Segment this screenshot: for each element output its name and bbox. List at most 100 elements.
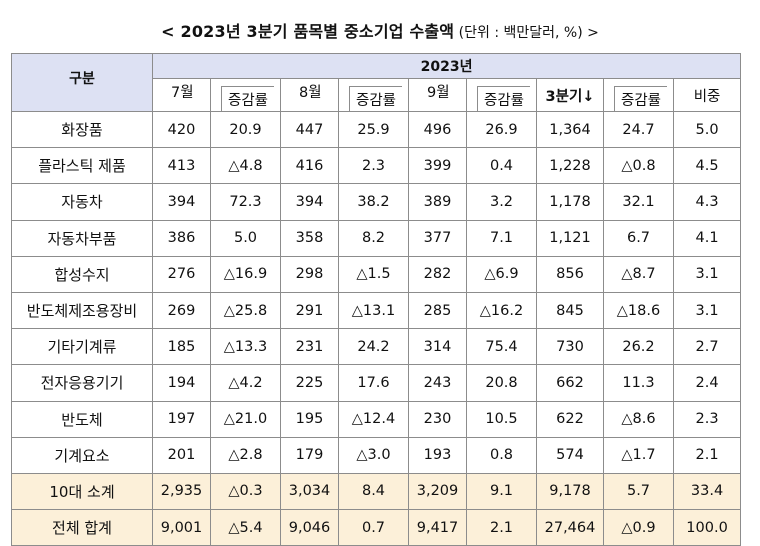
table-cell: 386 [152, 219, 211, 257]
table-cell: △8.7 [603, 255, 674, 293]
table-cell: 195 [280, 400, 339, 438]
table-cell: 291 [280, 291, 339, 330]
row-category: 화장품 [11, 110, 153, 149]
table-cell: 225 [280, 364, 339, 402]
table-cell: 201 [152, 436, 211, 474]
table-cell: 5.7 [603, 472, 674, 511]
table-cell: 26.9 [466, 110, 537, 149]
table-cell: △3.0 [338, 436, 409, 474]
header-share: 비중 [672, 78, 742, 112]
year-header: 2023년 [151, 53, 742, 79]
table-cell: 230 [408, 400, 467, 438]
table-cell: 3.1 [672, 291, 742, 330]
table-cell: 399 [408, 147, 467, 185]
table-cell: 622 [536, 400, 604, 438]
table-row: 기계요소 201 △2.8 179 △3.0 193 0.8 574 △1.7 2.1 [11, 436, 742, 474]
table-cell: 3,034 [280, 472, 339, 511]
table-row: 화장품 420 20.9 447 25.9 496 26.9 1,364 24.7 5.0 [11, 110, 742, 149]
table-cell: 72.3 [210, 183, 281, 221]
table-cell: 358 [280, 219, 339, 257]
table-cell: 231 [280, 328, 339, 366]
table-cell: 2.7 [672, 328, 742, 366]
table-cell: 20.9 [210, 110, 281, 149]
table-cell: △21.0 [210, 400, 281, 438]
table-cell: 420 [152, 110, 211, 149]
table-cell: 730 [536, 328, 604, 366]
table-cell: 1,228 [536, 147, 604, 185]
header-q3-sort[interactable]: 3분기↓ [536, 78, 604, 112]
table-cell: 0.8 [466, 436, 537, 474]
row-category: 기계요소 [11, 436, 153, 474]
table-cell: 377 [408, 219, 467, 257]
table-cell: 856 [536, 255, 604, 293]
table-cell: △16.2 [466, 291, 537, 330]
corner-header: 구분 [11, 53, 153, 112]
table-cell: △8.6 [603, 400, 674, 438]
table-cell: △5.4 [210, 509, 281, 546]
table-cell: 1,364 [536, 110, 604, 149]
table-cell: △4.8 [210, 147, 281, 185]
header-jul: 7월 [152, 78, 211, 112]
table-cell: △1.5 [338, 255, 409, 293]
table-row: 전체 합계 9,001 △5.4 9,046 0.7 9,417 2.1 27,464 △0.9… [11, 509, 742, 546]
table-cell: 662 [536, 364, 604, 402]
title-main: < 2023년 3분기 품목별 중소기업 수출액 [161, 22, 455, 41]
table-cell: 193 [408, 436, 467, 474]
table-cell: 9,001 [152, 509, 211, 546]
table-cell: 2.1 [466, 509, 537, 546]
table-cell: 11.3 [603, 364, 674, 402]
table-cell: 2.3 [672, 400, 742, 438]
table-cell: △0.8 [603, 147, 674, 185]
table-row: 반도체 197 △21.0 195 △12.4 230 10.5 622 △8.6 2.3 [11, 400, 742, 438]
title-unit: (단위 : 백만달러, %) > [454, 25, 599, 41]
table-cell: △0.9 [603, 509, 674, 546]
header-aug-rate: 증감률 [338, 78, 409, 112]
table-cell: 38.2 [338, 183, 409, 221]
table-cell: 17.6 [338, 364, 409, 402]
row-category: 플라스틱 제품 [11, 147, 153, 185]
header-sep-rate: 증감률 [466, 78, 537, 112]
table-cell: 10.5 [466, 400, 537, 438]
table-cell: △13.3 [210, 328, 281, 366]
table-cell: 4.1 [672, 219, 742, 257]
header-sep: 9월 [408, 78, 467, 112]
table-cell: 194 [152, 364, 211, 402]
table-cell: △12.4 [338, 400, 409, 438]
table-cell: 416 [280, 147, 339, 185]
table-cell: 8.4 [338, 472, 409, 511]
table-cell: 3.1 [672, 255, 742, 293]
table-cell: 2.3 [338, 147, 409, 185]
table-cell: 243 [408, 364, 467, 402]
table-cell: 0.7 [338, 509, 409, 546]
table-cell: △16.9 [210, 255, 281, 293]
table-cell: 389 [408, 183, 467, 221]
table-cell: △0.3 [210, 472, 281, 511]
table-cell: 8.2 [338, 219, 409, 257]
table-cell: △2.8 [210, 436, 281, 474]
header-aug: 8월 [280, 78, 339, 112]
row-category: 전체 합계 [11, 509, 153, 546]
table-cell: 2.4 [672, 364, 742, 402]
table-cell: 33.4 [672, 472, 742, 511]
table-cell: 5.0 [672, 110, 742, 149]
table-cell: 5.0 [210, 219, 281, 257]
table-cell: 25.9 [338, 110, 409, 149]
table-cell: 574 [536, 436, 604, 474]
table-cell: 24.7 [603, 110, 674, 149]
table-cell: △18.6 [603, 291, 674, 330]
header-q3-rate: 증감률 [603, 78, 674, 112]
table-row: 10대 소계 2,935 △0.3 3,034 8.4 3,209 9.1 9,178 5.7 3… [11, 472, 742, 511]
table-cell: △25.8 [210, 291, 281, 330]
header-jul-rate: 증감률 [210, 78, 281, 112]
row-category: 반도체 [11, 400, 153, 438]
table-row: 반도체제조용장비 269 △25.8 291 △13.1 285 △16.2 845 △18.6… [11, 291, 742, 330]
table-cell: 9,046 [280, 509, 339, 546]
table-cell: 845 [536, 291, 604, 330]
table-cell: 75.4 [466, 328, 537, 366]
table-row: 플라스틱 제품 413 △4.8 416 2.3 399 0.4 1,228 △0.8 4.5 [11, 147, 742, 185]
table-cell: 2,935 [152, 472, 211, 511]
table-row: 자동차부품 386 5.0 358 8.2 377 7.1 1,121 6.7 4.1 [11, 219, 742, 257]
row-category: 전자응용기기 [11, 364, 153, 402]
row-category: 기타기계류 [11, 328, 153, 366]
table-cell: 179 [280, 436, 339, 474]
